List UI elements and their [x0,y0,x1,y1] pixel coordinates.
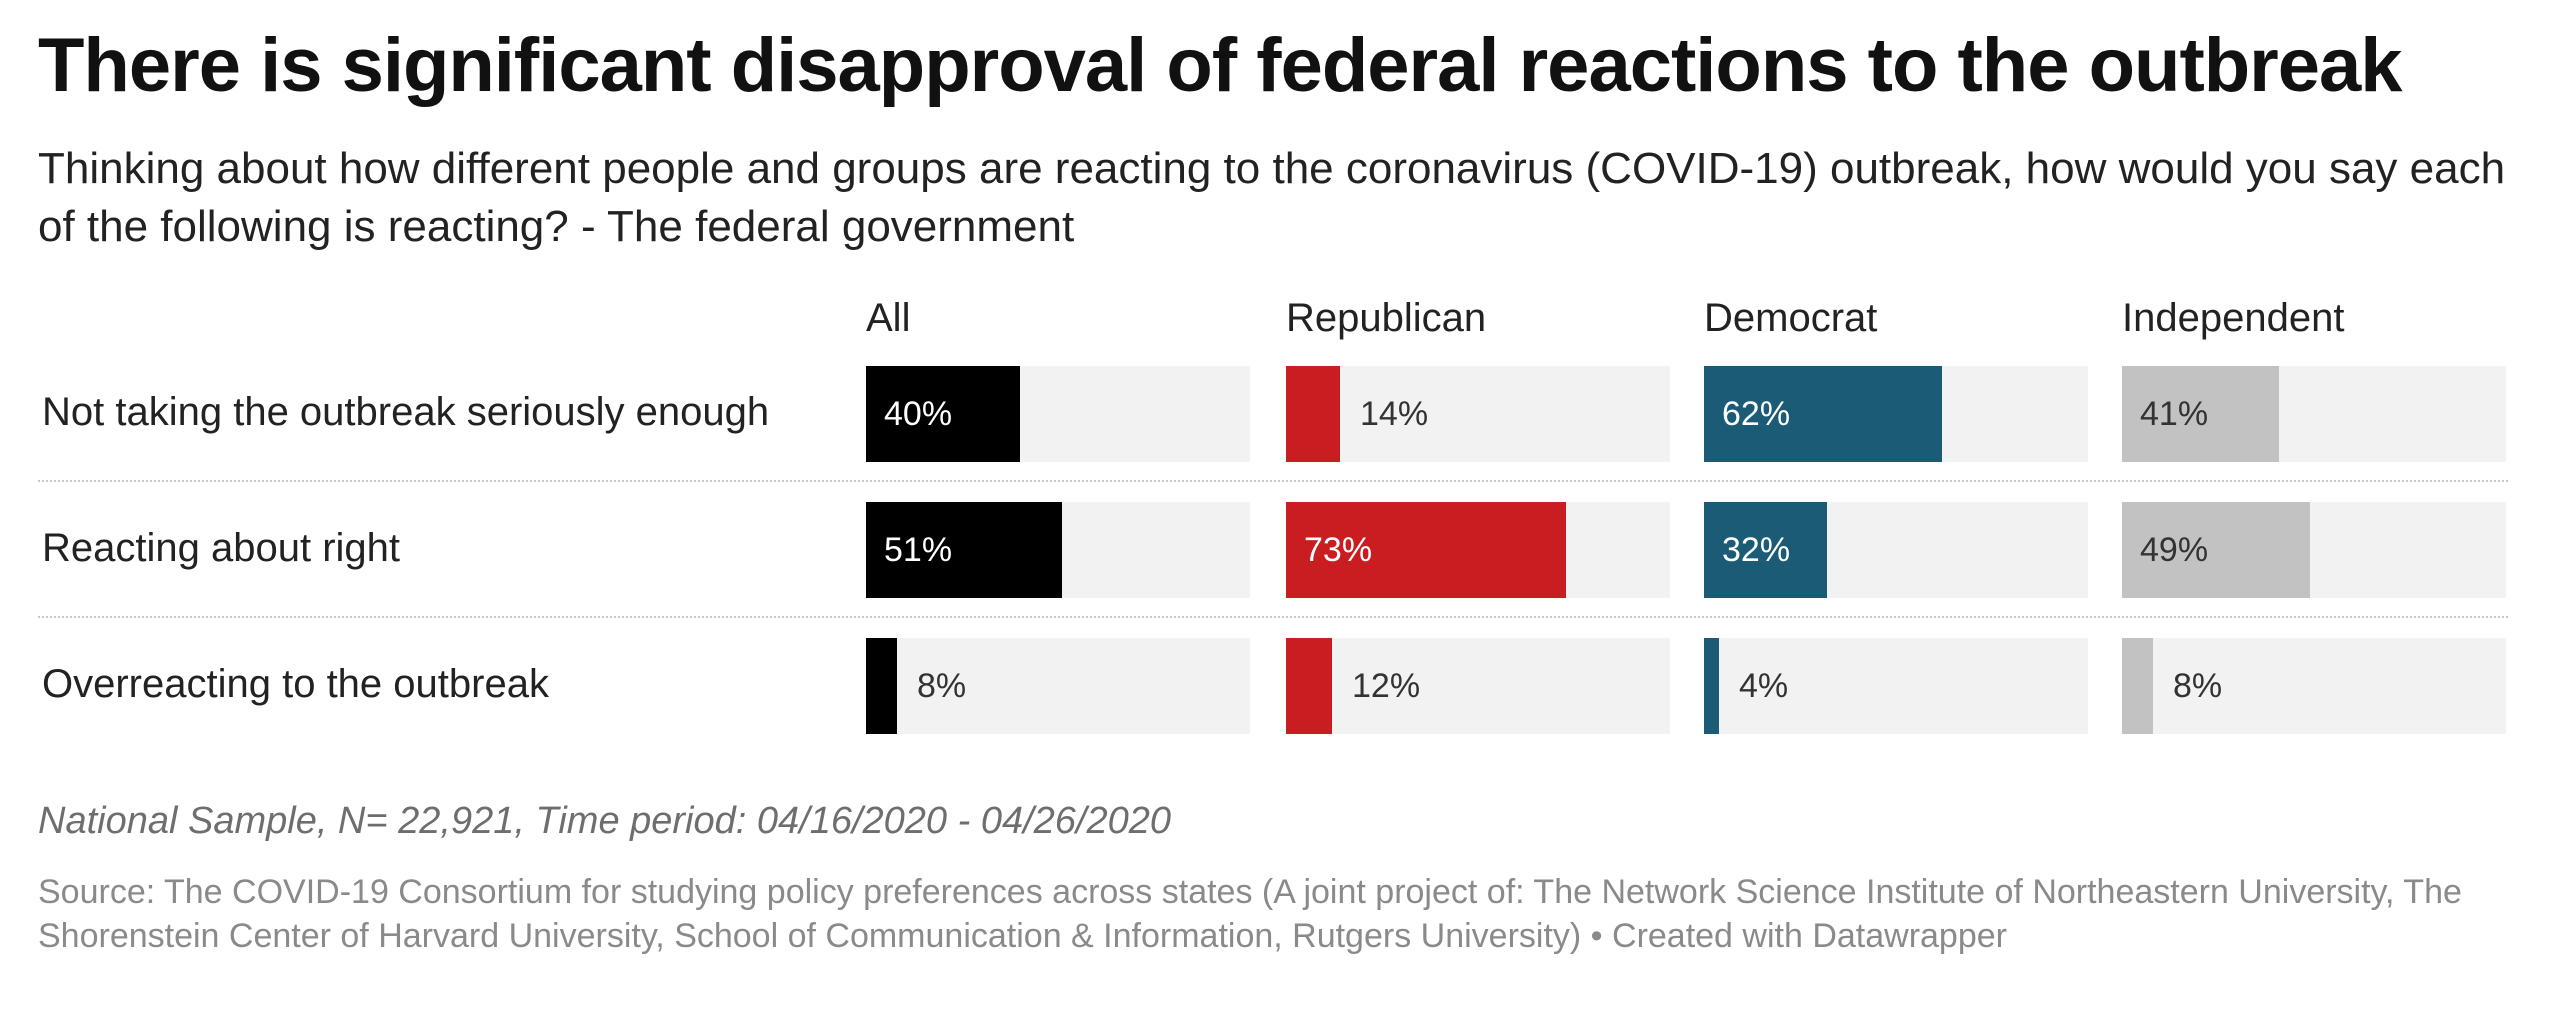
bar-all-overreacting-to-the-outbreak [866,638,897,734]
bar-track [1704,638,2088,734]
column-header-all: All [866,296,911,340]
data-label: 14% [1360,395,1429,433]
bar-independent-overreacting-to-the-outbreak [2122,638,2153,734]
bar-republican-overreacting-to-the-outbreak [1286,638,1332,734]
row-label: Overreacting to the outbreak [42,662,549,706]
bar-track [1286,366,1670,462]
bar-independent-not-taking-the-outbreak-seriously-enough [2122,366,2279,462]
bar-track [866,638,1250,734]
chart-source: Source: The COVID-19 Consortium for stud… [38,873,2462,955]
data-label: 41% [2140,395,2209,433]
data-label: 49% [2140,531,2209,569]
bar-track [1286,638,1670,734]
bar-democrat-overreacting-to-the-outbreak [1704,638,1719,734]
data-label: 8% [2173,667,2223,705]
bar-independent-reacting-about-right [2122,502,2310,598]
bar-all-not-taking-the-outbreak-seriously-enough [866,366,1020,462]
data-label: 12% [1352,667,1421,705]
column-header-republican: Republican [1286,296,1487,340]
chart-subtitle: Thinking about how different people and … [38,144,2506,251]
bar-democrat-not-taking-the-outbreak-seriously-enough [1704,366,1942,462]
column-header-independent: Independent [2122,296,2345,340]
data-label: 32% [1722,531,1791,569]
data-label: 73% [1304,531,1373,569]
row-divider [38,616,2508,618]
data-label: 62% [1722,395,1791,433]
data-label: 51% [884,531,953,569]
data-label: 40% [884,395,953,433]
chart-notes: National Sample, N= 22,921, Time period:… [38,800,1172,842]
data-label: 8% [917,667,967,705]
column-header-democrat: Democrat [1704,296,1878,340]
bar-track [2122,638,2506,734]
chart-title: There is significant disapproval of fede… [38,23,2403,108]
bar-democrat-reacting-about-right [1704,502,1827,598]
bar-all-reacting-about-right [866,502,1062,598]
data-label: 4% [1739,667,1789,705]
row-label: Not taking the outbreak seriously enough [42,390,770,434]
bar-republican-not-taking-the-outbreak-seriously-enough [1286,366,1340,462]
bar-republican-reacting-about-right [1286,502,1566,598]
row-divider [38,480,2508,482]
row-label: Reacting about right [42,526,401,570]
